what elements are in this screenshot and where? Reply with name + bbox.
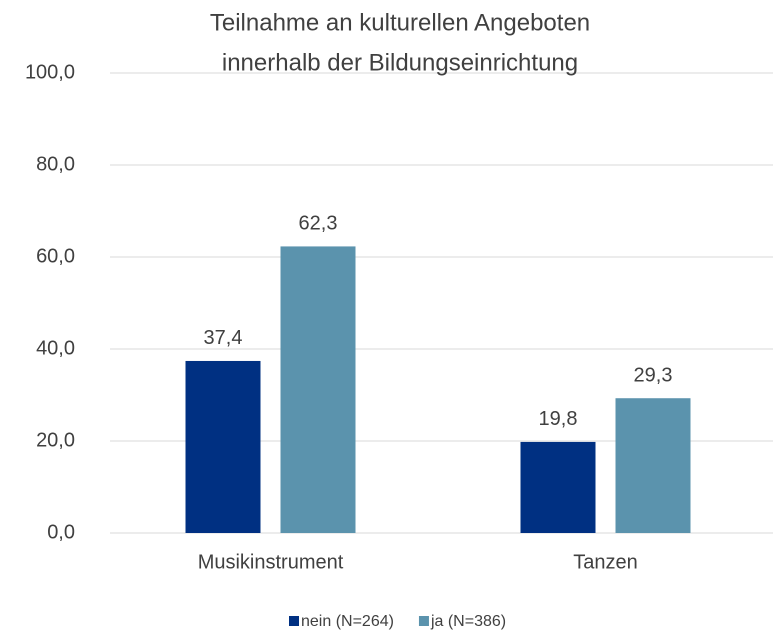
legend-label: ja (N=386) bbox=[430, 613, 506, 630]
legend-swatch bbox=[289, 616, 299, 626]
data-label: 19,8 bbox=[539, 408, 578, 430]
legend-label: nein (N=264) bbox=[301, 613, 394, 630]
y-tick-label: 20,0 bbox=[36, 429, 75, 451]
x-tick-label: Musikinstrument bbox=[198, 551, 344, 573]
data-label: 62,3 bbox=[299, 213, 338, 235]
y-tick-label: 100,0 bbox=[25, 61, 75, 83]
y-tick-label: 80,0 bbox=[36, 153, 75, 175]
chart-title: Teilnahme an kulturellen Angeboten bbox=[210, 9, 590, 36]
legend-swatch bbox=[418, 616, 429, 626]
bar bbox=[520, 441, 596, 533]
bar bbox=[280, 246, 356, 534]
x-tick-label: Tanzen bbox=[573, 551, 638, 573]
y-tick-label: 60,0 bbox=[36, 245, 75, 267]
data-label: 29,3 bbox=[634, 365, 673, 387]
y-tick-label: 40,0 bbox=[36, 337, 75, 359]
data-label: 37,4 bbox=[204, 327, 243, 349]
y-tick-label: 0,0 bbox=[47, 521, 75, 543]
bar bbox=[615, 398, 691, 533]
bar bbox=[185, 360, 261, 533]
chart-title: innerhalb der Bildungseinrichtung bbox=[222, 49, 578, 76]
